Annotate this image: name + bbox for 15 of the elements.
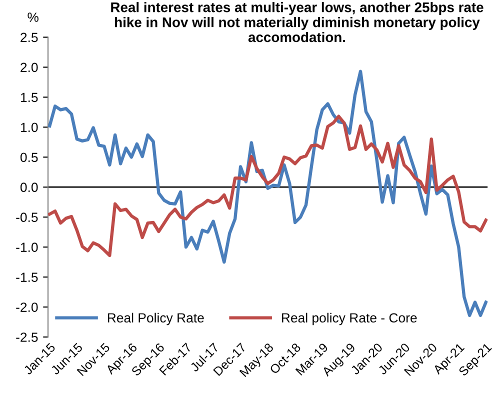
legend-label: Real policy Rate - Core — [282, 312, 417, 326]
y-tick-label: 0.5 — [20, 152, 38, 162]
y-tick-label: 2.5 — [20, 32, 38, 42]
chart-title: Real interest rates at multi-year lows, another 25bps rate hike in Nov will not materially diminish monetary policy accomodation. — [111, 2, 484, 42]
y-tick-label: -1.0 — [16, 242, 38, 252]
y-tick-label: 1.5 — [20, 92, 38, 102]
y-tick-label: -2.0 — [16, 302, 38, 312]
y-tick-label: -1.5 — [16, 272, 38, 282]
y-tick-label: -0.5 — [16, 212, 38, 222]
y-tick-label: 0.0 — [20, 182, 38, 192]
y-tick-label: 1.0 — [20, 122, 38, 132]
y-axis-title: % — [28, 12, 38, 22]
legend-label: Real Policy Rate — [108, 312, 204, 326]
y-tick-label: 2.0 — [20, 62, 38, 72]
y-tick-label: -2.5 — [16, 332, 38, 342]
